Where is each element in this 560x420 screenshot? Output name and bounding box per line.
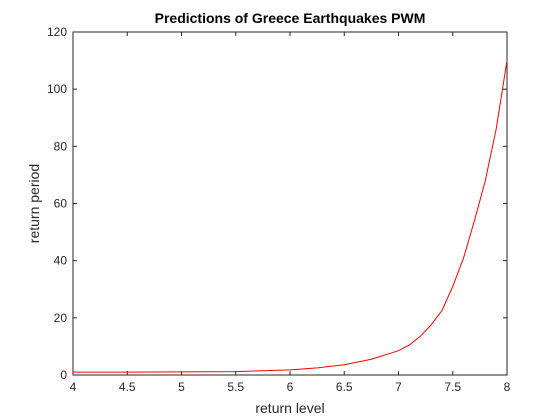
y-axis-ticks: 0 20 40 60 80 100 120 [47, 25, 507, 382]
x-tick-label: 7.5 [444, 380, 461, 394]
x-axis-ticks: 4 4.5 5 5.5 6 6.5 7 7.5 8 [70, 32, 511, 394]
y-tick-label: 40 [54, 254, 68, 268]
series-layer [73, 60, 508, 373]
y-tick-label: 120 [47, 25, 67, 39]
x-tick-label: 7 [395, 380, 402, 394]
x-tick-label: 8 [504, 380, 511, 394]
y-tick-label: 0 [60, 368, 67, 382]
x-tick-label: 6.5 [336, 380, 353, 394]
x-tick-label: 4 [70, 380, 77, 394]
y-tick-label: 100 [47, 82, 67, 96]
x-tick-label: 5 [178, 380, 185, 394]
series-line [73, 60, 508, 373]
y-tick-label: 80 [54, 139, 68, 153]
x-tick-label: 6 [287, 380, 294, 394]
x-tick-label: 5.5 [227, 380, 244, 394]
plot-area [72, 31, 508, 376]
chart-title: Predictions of Greece Earthquakes PWM [155, 10, 426, 26]
x-tick-label: 4.5 [119, 380, 136, 394]
y-axis-label: return period [26, 164, 42, 243]
y-tick-label: 20 [54, 311, 68, 325]
y-tick-label: 60 [54, 197, 68, 211]
x-axis-label: return level [255, 400, 324, 416]
